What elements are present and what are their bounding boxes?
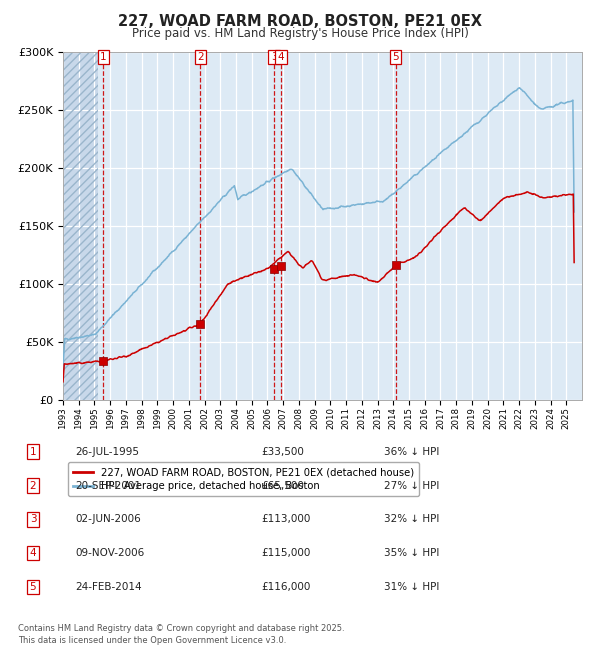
Text: £113,000: £113,000	[261, 514, 310, 525]
Text: £116,000: £116,000	[261, 582, 310, 592]
Text: 32% ↓ HPI: 32% ↓ HPI	[384, 514, 439, 525]
Text: 26-JUL-1995: 26-JUL-1995	[75, 447, 139, 457]
Text: 2: 2	[29, 480, 37, 491]
Text: 31% ↓ HPI: 31% ↓ HPI	[384, 582, 439, 592]
Text: 5: 5	[29, 582, 37, 592]
Text: 20-SEP-2001: 20-SEP-2001	[75, 480, 141, 491]
Text: 2: 2	[197, 52, 203, 62]
Text: Price paid vs. HM Land Registry's House Price Index (HPI): Price paid vs. HM Land Registry's House …	[131, 27, 469, 40]
Text: £65,500: £65,500	[261, 480, 304, 491]
Text: 27% ↓ HPI: 27% ↓ HPI	[384, 480, 439, 491]
Text: 09-NOV-2006: 09-NOV-2006	[75, 548, 144, 558]
Text: 02-JUN-2006: 02-JUN-2006	[75, 514, 141, 525]
Text: 5: 5	[392, 52, 399, 62]
Text: £115,000: £115,000	[261, 548, 310, 558]
Legend: 227, WOAD FARM ROAD, BOSTON, PE21 0EX (detached house), HPI: Average price, deta: 227, WOAD FARM ROAD, BOSTON, PE21 0EX (d…	[68, 462, 419, 496]
Text: 35% ↓ HPI: 35% ↓ HPI	[384, 548, 439, 558]
Text: 3: 3	[271, 52, 277, 62]
Text: 1: 1	[29, 447, 37, 457]
Text: Contains HM Land Registry data © Crown copyright and database right 2025.
This d: Contains HM Land Registry data © Crown c…	[18, 624, 344, 645]
Text: 36% ↓ HPI: 36% ↓ HPI	[384, 447, 439, 457]
Text: 4: 4	[278, 52, 284, 62]
Text: 24-FEB-2014: 24-FEB-2014	[75, 582, 142, 592]
Text: 1: 1	[100, 52, 107, 62]
Text: 4: 4	[29, 548, 37, 558]
Text: £33,500: £33,500	[261, 447, 304, 457]
Text: 227, WOAD FARM ROAD, BOSTON, PE21 0EX: 227, WOAD FARM ROAD, BOSTON, PE21 0EX	[118, 14, 482, 29]
Text: 3: 3	[29, 514, 37, 525]
